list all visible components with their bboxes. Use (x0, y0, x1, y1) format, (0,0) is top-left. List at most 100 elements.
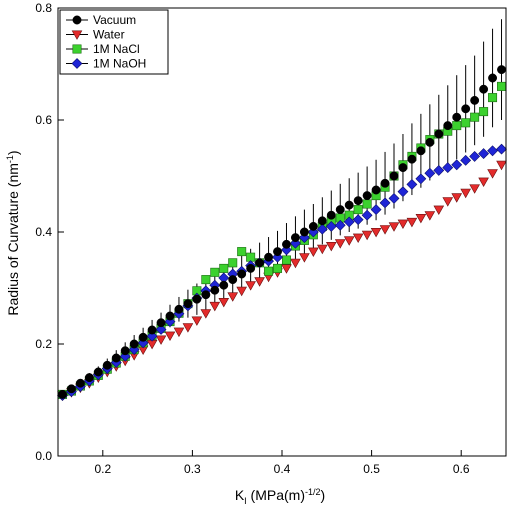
data-point (380, 178, 390, 188)
data-point (370, 228, 382, 238)
y-tick-label: 0.2 (35, 337, 52, 351)
data-point (442, 197, 454, 207)
data-point (209, 301, 221, 312)
data-point (192, 294, 202, 304)
data-point (497, 81, 507, 91)
data-point (66, 384, 76, 394)
data-point (451, 193, 463, 203)
data-point (334, 239, 346, 249)
data-point (389, 171, 399, 181)
data-point (424, 167, 436, 179)
data-point (379, 197, 391, 209)
data-point (219, 263, 229, 273)
x-tick-label: 0.2 (94, 462, 111, 476)
data-point (470, 112, 480, 122)
data-point (479, 107, 489, 117)
x-tick-label: 0.3 (184, 462, 201, 476)
legend-marker (72, 44, 82, 54)
data-point (407, 154, 417, 164)
data-point (379, 225, 391, 235)
legend-marker (71, 30, 83, 40)
data-point (173, 327, 185, 338)
data-point (75, 378, 85, 388)
data-point (317, 216, 327, 226)
data-point (352, 214, 364, 226)
data-point (191, 316, 203, 326)
data-point (388, 192, 400, 204)
data-point (496, 143, 507, 155)
data-point (442, 162, 454, 174)
data-point (479, 84, 489, 94)
data-point (246, 263, 256, 273)
legend-label: 1M NaCl (93, 42, 140, 56)
y-tick-label: 0.6 (35, 113, 52, 127)
data-point (434, 129, 444, 139)
data-point (424, 211, 436, 221)
data-point (461, 104, 471, 114)
data-point (273, 263, 283, 273)
data-point (343, 216, 355, 228)
data-point (398, 163, 408, 173)
data-point (443, 121, 453, 131)
data-point (370, 204, 382, 216)
data-point (219, 280, 229, 290)
data-point (416, 146, 426, 156)
data-point (488, 93, 498, 103)
data-point (245, 281, 256, 291)
data-point (343, 236, 355, 246)
data-point (111, 353, 121, 363)
data-point (282, 239, 291, 249)
data-point (236, 286, 247, 297)
data-point (461, 118, 471, 128)
data-point (361, 209, 373, 221)
data-point (147, 325, 157, 335)
y-tick-label: 0.8 (35, 1, 52, 15)
data-point (325, 242, 337, 252)
data-point (397, 219, 409, 230)
y-tick-label: 0.0 (35, 449, 52, 463)
legend-label: Vacuum (93, 13, 136, 27)
x-tick-label: 0.4 (274, 462, 291, 476)
data-point (201, 290, 211, 300)
legend-marker (71, 58, 83, 69)
data-point (255, 258, 265, 268)
data-point (102, 360, 112, 370)
data-point (452, 121, 462, 131)
data-point (388, 222, 400, 232)
data-point (281, 255, 291, 265)
data-point (182, 323, 194, 333)
data-point (406, 178, 418, 190)
data-point (344, 200, 354, 210)
data-point (469, 150, 481, 162)
legend-marker (72, 15, 82, 25)
axes: 0.2 0.3 0.4 0.5 0.6 0.0 0.2 0.4 0.6 0.8 (35, 1, 507, 476)
data-point (488, 73, 498, 83)
data-point (246, 252, 256, 262)
data-point (470, 95, 480, 105)
data-point (155, 324, 167, 335)
data-point (487, 169, 498, 179)
data-point (361, 230, 373, 241)
legend-label: Water (93, 28, 125, 42)
data-point (164, 331, 176, 342)
data-point (406, 217, 418, 228)
data-point (326, 210, 336, 220)
data-point (138, 332, 148, 342)
data-point (228, 275, 238, 285)
data-point (334, 219, 346, 231)
data-point (264, 266, 274, 276)
data-point (273, 247, 282, 257)
plot-frame (57, 7, 507, 457)
data-point (397, 186, 409, 198)
data-point (58, 389, 67, 399)
data-point (469, 184, 480, 194)
data-point (155, 335, 167, 345)
x-tick-label: 0.5 (363, 462, 380, 476)
data-point (460, 154, 472, 166)
data-point (497, 65, 506, 75)
data-point (487, 145, 498, 157)
data-point (183, 299, 193, 309)
y-tick-label: 0.4 (35, 225, 52, 239)
data-point (452, 112, 462, 122)
data-point (237, 247, 247, 257)
